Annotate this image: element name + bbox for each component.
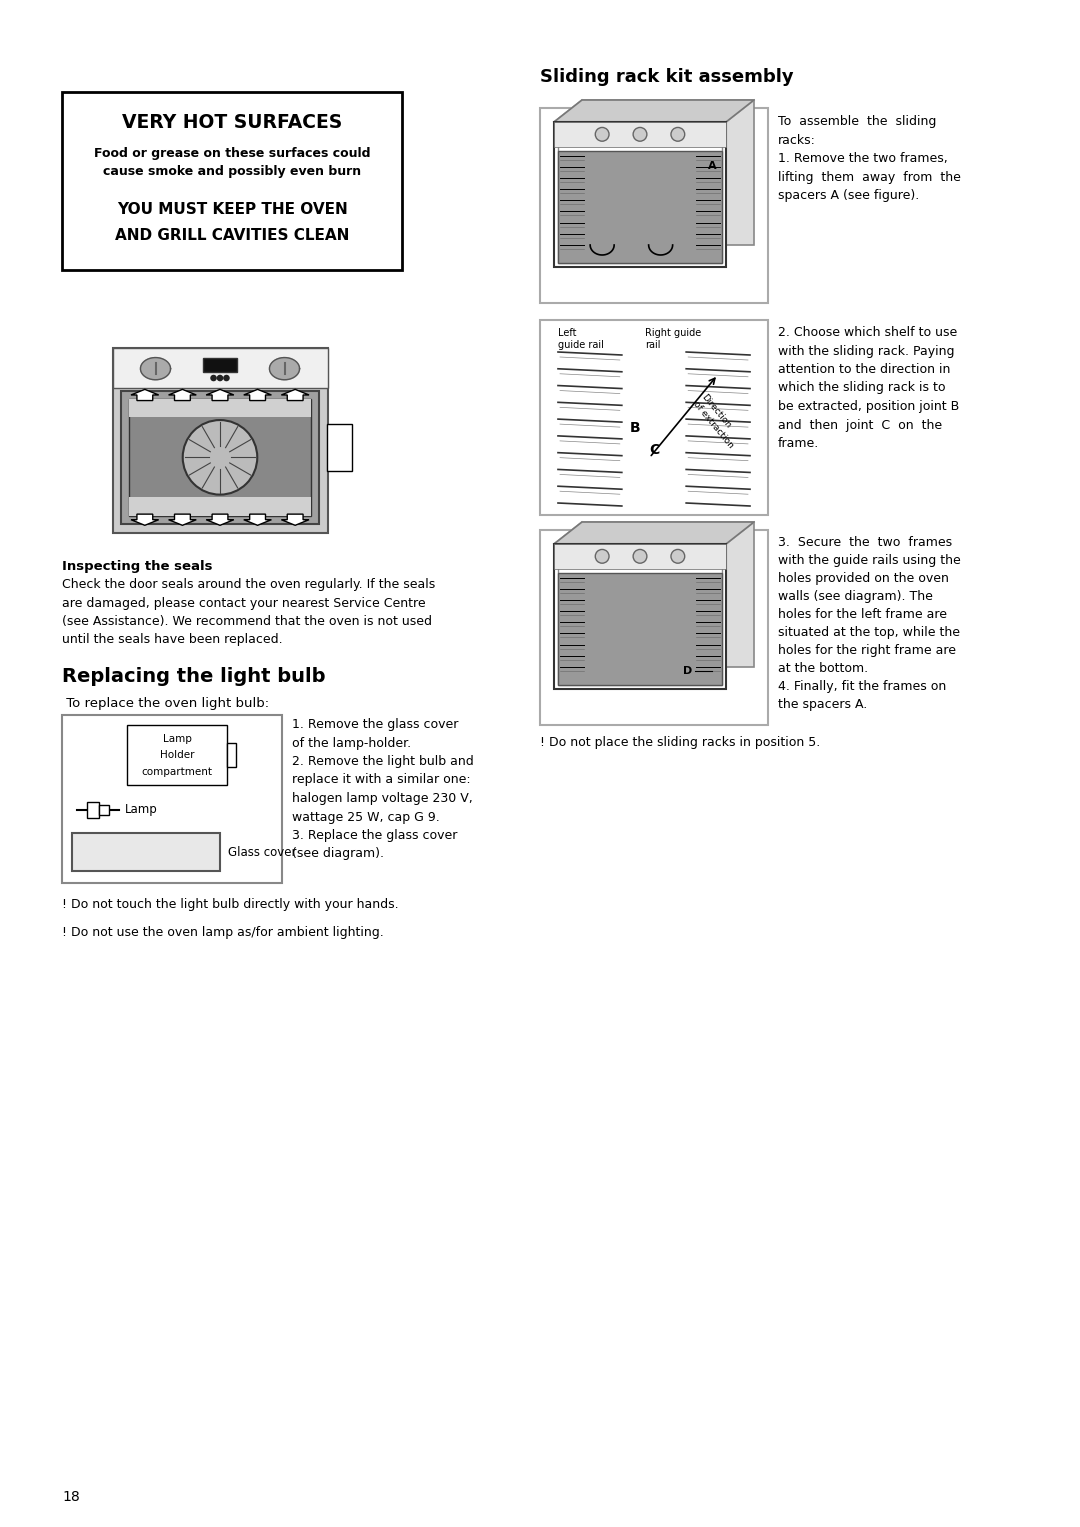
- Polygon shape: [554, 522, 754, 544]
- Polygon shape: [140, 357, 171, 380]
- Bar: [540, 530, 768, 725]
- Bar: [558, 127, 723, 263]
- Bar: [540, 108, 768, 302]
- Text: 2. Choose which shelf to use
with the sliding rack. Paying
attention to the dire: 2. Choose which shelf to use with the sl…: [778, 325, 959, 450]
- Text: 3.  Secure  the  two  frames
with the guide rails using the
holes provided on th: 3. Secure the two frames with the guide …: [778, 536, 961, 712]
- Circle shape: [633, 550, 647, 563]
- Polygon shape: [206, 389, 234, 400]
- Text: Inspecting the seals: Inspecting the seals: [62, 560, 213, 573]
- Text: ! Do not touch the light bulb directly with your hands.: ! Do not touch the light bulb directly w…: [62, 898, 399, 912]
- Text: YOU MUST KEEP THE OVEN: YOU MUST KEEP THE OVEN: [117, 203, 348, 217]
- Polygon shape: [281, 389, 309, 400]
- Text: Direction
of extraction: Direction of extraction: [691, 392, 743, 449]
- Circle shape: [183, 420, 257, 495]
- Bar: [558, 151, 723, 263]
- Circle shape: [671, 127, 685, 140]
- Bar: [554, 544, 726, 689]
- Circle shape: [217, 376, 222, 380]
- Text: B: B: [630, 420, 640, 435]
- Bar: [72, 834, 220, 870]
- Polygon shape: [270, 357, 299, 380]
- Text: Check the door seals around the oven regularly. If the seals
are damaged, please: Check the door seals around the oven reg…: [62, 579, 435, 646]
- Bar: [87, 802, 99, 818]
- Text: compartment: compartment: [141, 767, 213, 777]
- Text: C: C: [649, 443, 659, 457]
- Bar: [582, 522, 754, 667]
- Bar: [554, 122, 726, 267]
- Bar: [127, 725, 227, 785]
- Bar: [326, 425, 352, 470]
- Bar: [121, 391, 319, 524]
- Text: A: A: [708, 160, 717, 171]
- Circle shape: [211, 376, 216, 380]
- Text: Holder: Holder: [160, 750, 194, 760]
- Text: Left
guide rail: Left guide rail: [558, 328, 604, 350]
- Text: ! Do not place the sliding racks in position 5.: ! Do not place the sliding racks in posi…: [540, 736, 820, 750]
- Bar: [112, 348, 327, 388]
- Polygon shape: [131, 389, 159, 400]
- Bar: [112, 348, 327, 533]
- Text: To replace the oven light bulb:: To replace the oven light bulb:: [62, 696, 269, 710]
- Text: Sliding rack kit assembly: Sliding rack kit assembly: [540, 69, 794, 86]
- Text: Food or grease on these surfaces could: Food or grease on these surfaces could: [94, 148, 370, 160]
- Polygon shape: [281, 515, 309, 525]
- Bar: [554, 544, 726, 568]
- Text: 18: 18: [62, 1490, 80, 1504]
- Text: D: D: [683, 666, 692, 676]
- Text: cause smoke and possibly even burn: cause smoke and possibly even burn: [103, 165, 361, 179]
- Bar: [129, 399, 311, 516]
- Bar: [62, 715, 282, 883]
- Text: Right guide
rail: Right guide rail: [645, 328, 701, 350]
- Text: AND GRILL CAVITIES CLEAN: AND GRILL CAVITIES CLEAN: [114, 228, 349, 243]
- Bar: [129, 399, 311, 417]
- Bar: [99, 805, 109, 815]
- Polygon shape: [206, 515, 234, 525]
- Circle shape: [595, 127, 609, 140]
- Circle shape: [595, 550, 609, 563]
- Text: ! Do not use the oven lamp as/for ambient lighting.: ! Do not use the oven lamp as/for ambien…: [62, 925, 383, 939]
- Bar: [62, 92, 402, 270]
- Text: 1. Remove the glass cover
of the lamp-holder.
2. Remove the light bulb and
repla: 1. Remove the glass cover of the lamp-ho…: [292, 718, 474, 861]
- Text: Lamp: Lamp: [163, 734, 191, 744]
- Bar: [554, 122, 726, 147]
- Bar: [227, 744, 237, 767]
- Bar: [558, 573, 723, 686]
- Circle shape: [671, 550, 685, 563]
- Circle shape: [633, 127, 647, 140]
- Bar: [129, 498, 311, 516]
- Text: Glass cover: Glass cover: [228, 846, 297, 858]
- Circle shape: [224, 376, 229, 380]
- Polygon shape: [244, 389, 271, 400]
- Text: Lamp: Lamp: [125, 803, 158, 817]
- Text: Replacing the light bulb: Replacing the light bulb: [62, 667, 325, 686]
- Bar: [203, 357, 238, 373]
- Text: VERY HOT SURFACES: VERY HOT SURFACES: [122, 113, 342, 131]
- Polygon shape: [554, 99, 754, 122]
- Polygon shape: [244, 515, 271, 525]
- Polygon shape: [168, 389, 197, 400]
- Bar: [558, 548, 723, 686]
- Bar: [582, 99, 754, 244]
- Bar: [540, 321, 768, 515]
- Polygon shape: [168, 515, 197, 525]
- Polygon shape: [131, 515, 159, 525]
- Text: To  assemble  the  sliding
racks:
1. Remove the two frames,
lifting  them  away : To assemble the sliding racks: 1. Remove…: [778, 115, 961, 202]
